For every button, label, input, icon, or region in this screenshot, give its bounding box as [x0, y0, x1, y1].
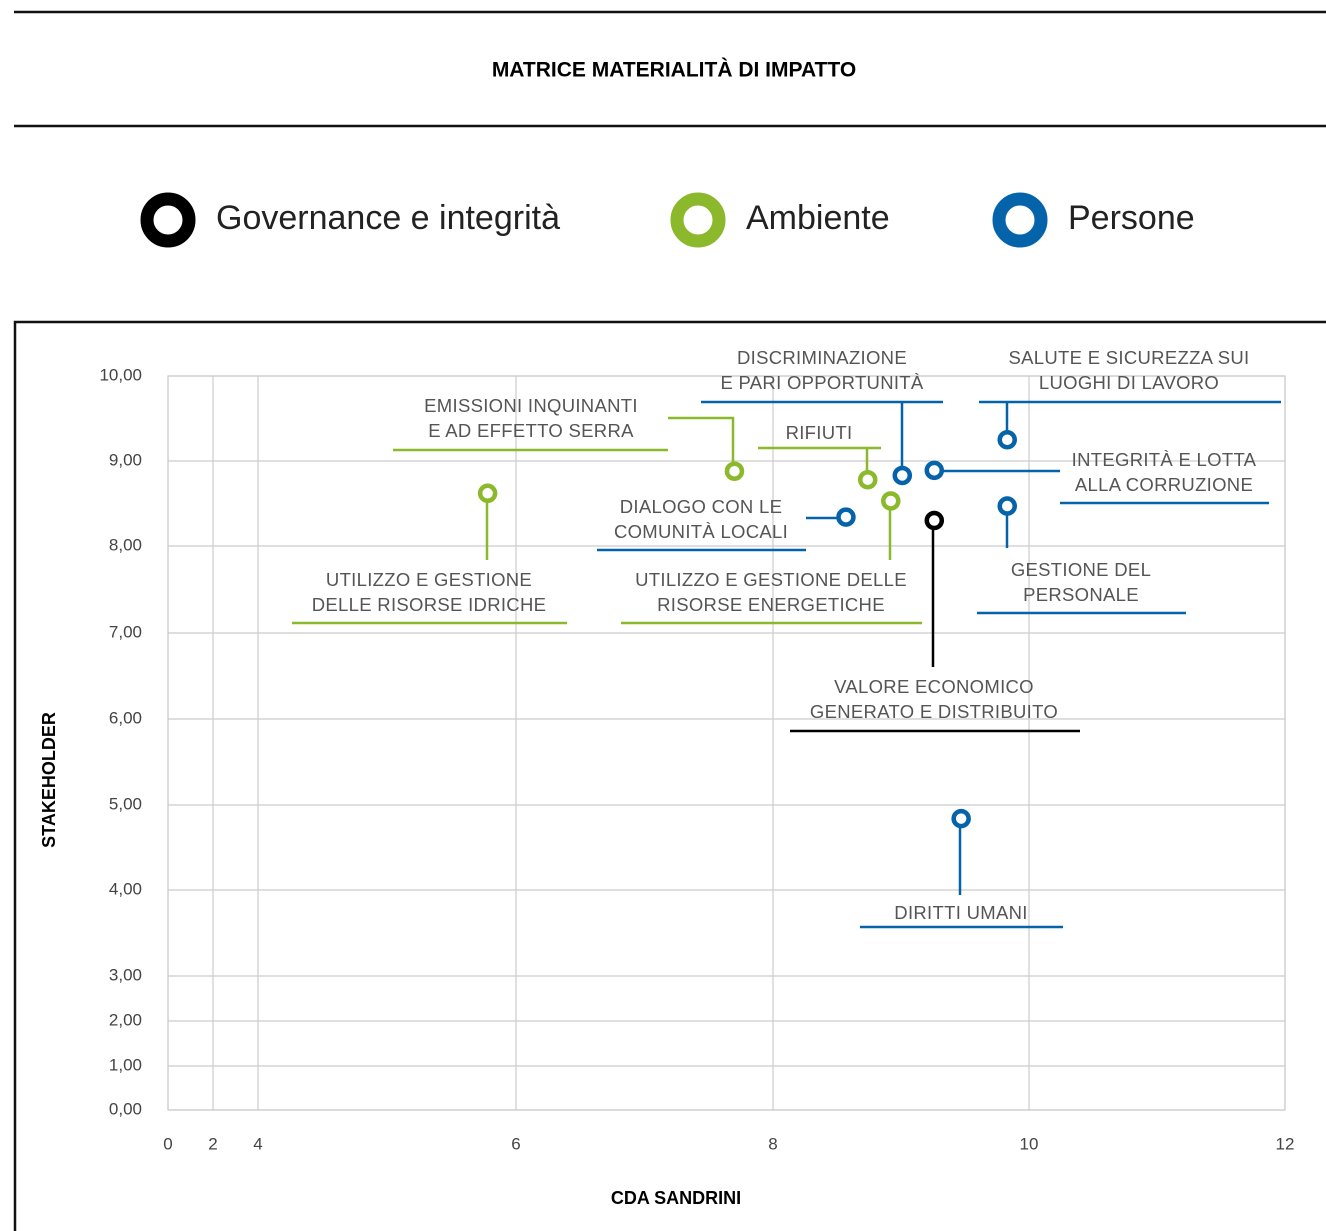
- y-axis-label: STAKEHOLDER: [39, 712, 59, 848]
- point-label: ALLA CORRUZIONE: [1075, 474, 1253, 495]
- legend-label: Persone: [1068, 199, 1195, 237]
- point-label: E AD EFFETTO SERRA: [428, 420, 634, 441]
- y-tick-label: 3,00: [109, 965, 142, 984]
- point-label: UTILIZZO E GESTIONE: [326, 569, 532, 590]
- scatter-point: [997, 496, 1017, 516]
- point-label: INTEGRITÀ E LOTTA: [1072, 449, 1257, 470]
- scatter-point: [857, 469, 878, 490]
- y-tick-label: 4,00: [109, 879, 142, 898]
- chart-title: MATRICE MATERIALITÀ DI IMPATTO: [492, 59, 856, 82]
- x-tick-label: 0: [163, 1134, 172, 1153]
- legend-label: Ambiente: [746, 199, 890, 237]
- scatter-point: [836, 507, 856, 527]
- point-label: VALORE ECONOMICO: [834, 676, 1034, 697]
- point-label: GESTIONE DEL: [1011, 559, 1151, 580]
- y-tick-label: 2,00: [109, 1010, 142, 1029]
- x-tick-label: 8: [768, 1134, 777, 1153]
- point-label: LUOGHI DI LAVORO: [1039, 372, 1219, 393]
- y-tick-label: 1,00: [109, 1055, 142, 1074]
- x-tick-label: 2: [208, 1134, 217, 1153]
- point-label: DELLE RISORSE IDRICHE: [312, 594, 547, 615]
- y-tick-label: 9,00: [109, 450, 142, 469]
- y-tick-label: 5,00: [109, 794, 142, 813]
- point-label: UTILIZZO E GESTIONE DELLE: [635, 569, 907, 590]
- point-label: EMISSIONI INQUINANTI: [424, 395, 638, 416]
- y-tick-label: 7,00: [109, 622, 142, 641]
- y-tick-label: 8,00: [109, 535, 142, 554]
- point-label: RISORSE ENERGETICHE: [657, 594, 885, 615]
- scatter-point: [892, 465, 913, 486]
- scatter-point: [477, 483, 498, 504]
- scatter-point: [924, 460, 945, 481]
- x-tick-label: 4: [253, 1134, 262, 1153]
- point-label: DIALOGO CON LE: [620, 496, 783, 517]
- x-tick-label: 10: [1020, 1134, 1039, 1153]
- scatter-point: [724, 461, 745, 481]
- x-tick-label: 12: [1276, 1134, 1295, 1153]
- point-label: DIRITTI UMANI: [894, 902, 1027, 923]
- y-tick-label: 6,00: [109, 708, 142, 727]
- point-label: COMUNITÀ LOCALI: [614, 521, 788, 542]
- plot-frame: [167, 375, 1286, 1111]
- scatter-point: [951, 808, 971, 829]
- leader-line: [668, 416, 735, 462]
- scatter-point: [881, 491, 901, 511]
- legend-marker: [670, 192, 726, 248]
- legend-marker: [992, 192, 1048, 248]
- point-label: DISCRIMINAZIONE: [737, 347, 907, 368]
- scatter-point: [924, 510, 945, 531]
- x-axis-label: CDA SANDRINI: [611, 1188, 741, 1208]
- point-label: GENERATO E DISTRIBUITO: [810, 701, 1058, 722]
- point-label: RIFIUTI: [786, 422, 853, 443]
- point-label: E PARI OPPORTUNITÀ: [720, 372, 923, 393]
- chart-frame: [13, 320, 1326, 1231]
- y-tick-label: 0,00: [109, 1099, 142, 1118]
- legend-marker: [140, 192, 196, 248]
- x-tick-label: 6: [511, 1134, 520, 1153]
- y-tick-label: 10,00: [99, 365, 142, 384]
- legend-label: Governance e integrità: [216, 199, 560, 237]
- scatter-point: [997, 430, 1017, 450]
- point-label: PERSONALE: [1023, 584, 1139, 605]
- point-label: SALUTE E SICUREZZA SUI: [1009, 347, 1250, 368]
